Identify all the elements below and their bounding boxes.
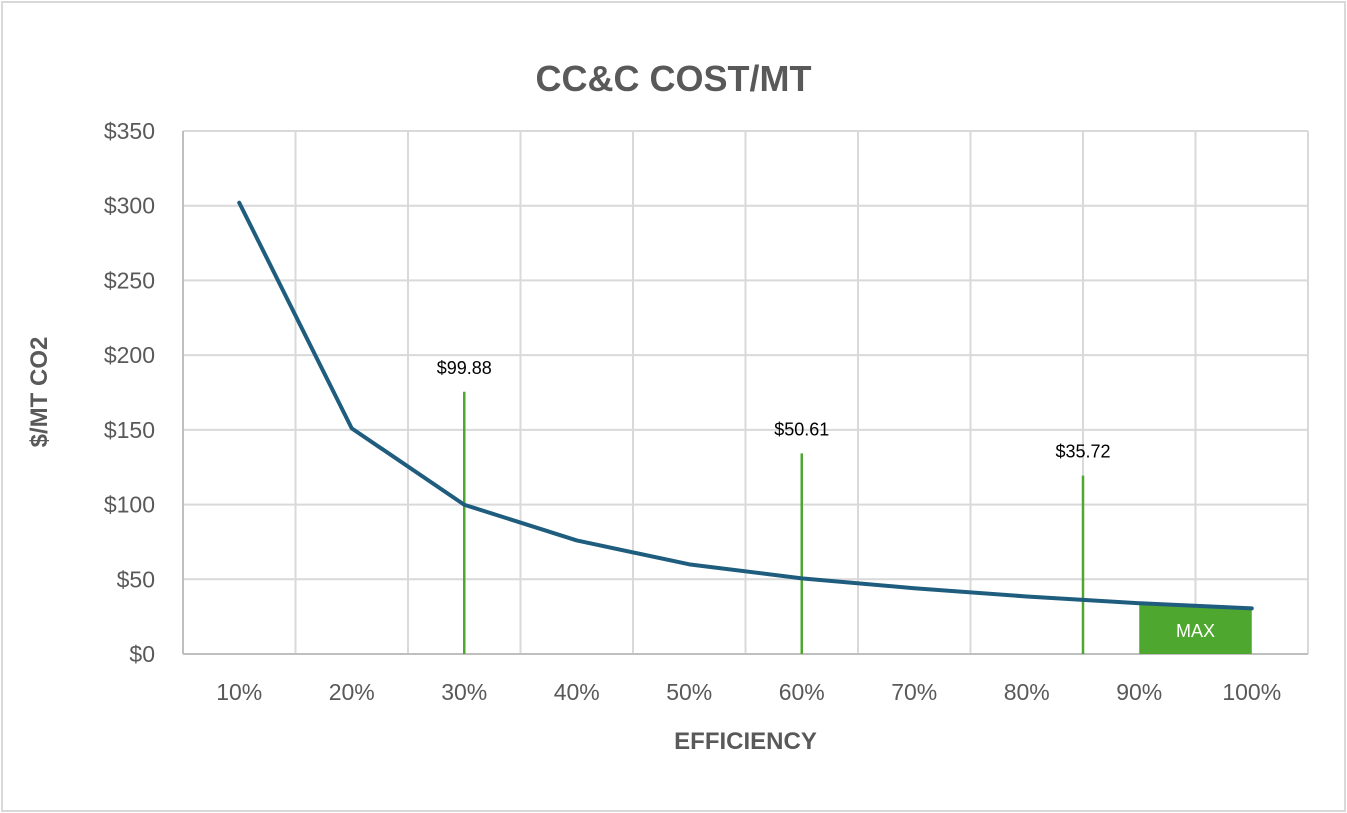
max-box: [1139, 603, 1252, 654]
x-tick-label: 30%: [441, 679, 487, 705]
x-tick-label: 70%: [891, 679, 937, 705]
x-tick-label: 50%: [666, 679, 712, 705]
x-axis-label: EFFICIENCY: [674, 728, 817, 755]
x-tick-label: 80%: [1004, 679, 1050, 705]
y-tick-label: $250: [104, 267, 155, 293]
max-box-label: MAX: [1176, 621, 1215, 641]
marker-label: $50.61: [774, 419, 829, 439]
marker-label: $35.72: [1055, 442, 1110, 462]
x-tick-label: 10%: [216, 679, 262, 705]
y-tick-label: $50: [117, 566, 155, 592]
x-tick-label: 40%: [554, 679, 600, 705]
x-tick-label: 60%: [779, 679, 825, 705]
y-tick-label: $350: [104, 118, 155, 144]
x-tick-label: 90%: [1116, 679, 1162, 705]
y-tick-label: $300: [104, 193, 155, 219]
y-tick-label: $100: [104, 492, 155, 518]
y-tick-label: $0: [129, 641, 155, 667]
y-tick-label: $150: [104, 417, 155, 443]
x-tick-label: 20%: [329, 679, 375, 705]
marker-label: $99.88: [437, 358, 492, 378]
chart-title: CC&C COST/MT: [535, 58, 812, 99]
y-tick-label: $200: [104, 342, 155, 368]
x-tick-label: 100%: [1222, 679, 1281, 705]
cost-line: [237, 200, 1254, 611]
